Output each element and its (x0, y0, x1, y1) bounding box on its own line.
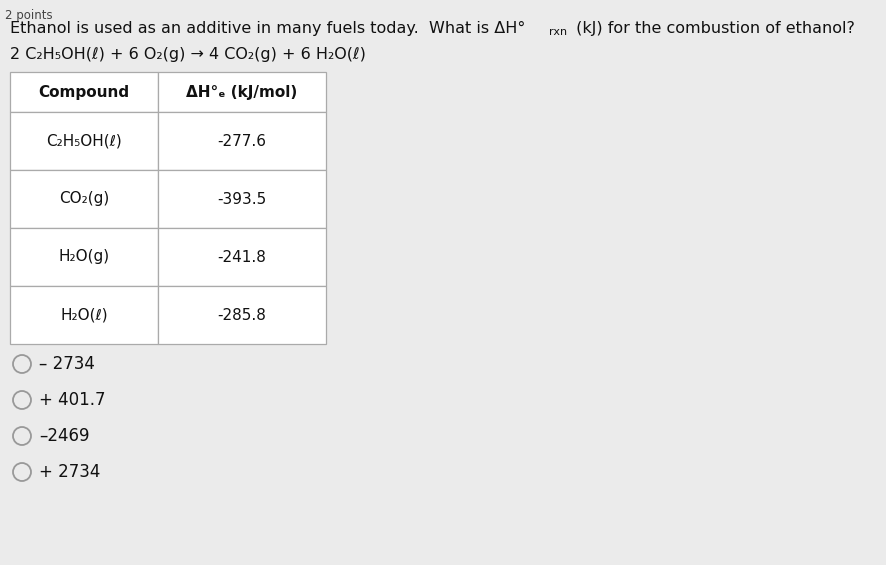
Bar (158, 228, 326, 286)
Bar (158, 112, 326, 170)
Text: Ethanol is used as an additive in many fuels today.  What is ΔH°: Ethanol is used as an additive in many f… (10, 20, 525, 36)
Text: 2 C₂H₅OH(ℓ) + 6 O₂(g) → 4 CO₂(g) + 6 H₂O(ℓ): 2 C₂H₅OH(ℓ) + 6 O₂(g) → 4 CO₂(g) + 6 H₂O… (10, 47, 366, 63)
Text: -285.8: -285.8 (218, 307, 267, 323)
Bar (10, 170, 158, 228)
Bar (158, 170, 326, 228)
Bar (10, 72, 158, 112)
Bar (10, 286, 158, 344)
Text: C₂H₅OH(ℓ): C₂H₅OH(ℓ) (46, 133, 122, 149)
Text: – 2734: – 2734 (39, 355, 95, 373)
Text: ΔH°ₑ (kJ/mol): ΔH°ₑ (kJ/mol) (186, 85, 298, 99)
Text: 2 points: 2 points (5, 9, 52, 22)
Bar (158, 72, 326, 112)
Text: -393.5: -393.5 (217, 192, 267, 206)
Text: –2469: –2469 (39, 427, 89, 445)
Text: (kJ) for the combustion of ethanol?: (kJ) for the combustion of ethanol? (571, 20, 855, 36)
Text: + 2734: + 2734 (39, 463, 100, 481)
Text: rxn: rxn (549, 27, 567, 37)
Text: -241.8: -241.8 (218, 250, 267, 264)
Text: CO₂(g): CO₂(g) (58, 192, 109, 206)
Text: -277.6: -277.6 (217, 133, 267, 149)
Text: H₂O(g): H₂O(g) (58, 250, 110, 264)
Text: H₂O(ℓ): H₂O(ℓ) (60, 307, 108, 323)
Bar (158, 286, 326, 344)
Text: + 401.7: + 401.7 (39, 391, 105, 409)
Bar (10, 228, 158, 286)
Bar (10, 112, 158, 170)
Text: Compound: Compound (38, 85, 129, 99)
